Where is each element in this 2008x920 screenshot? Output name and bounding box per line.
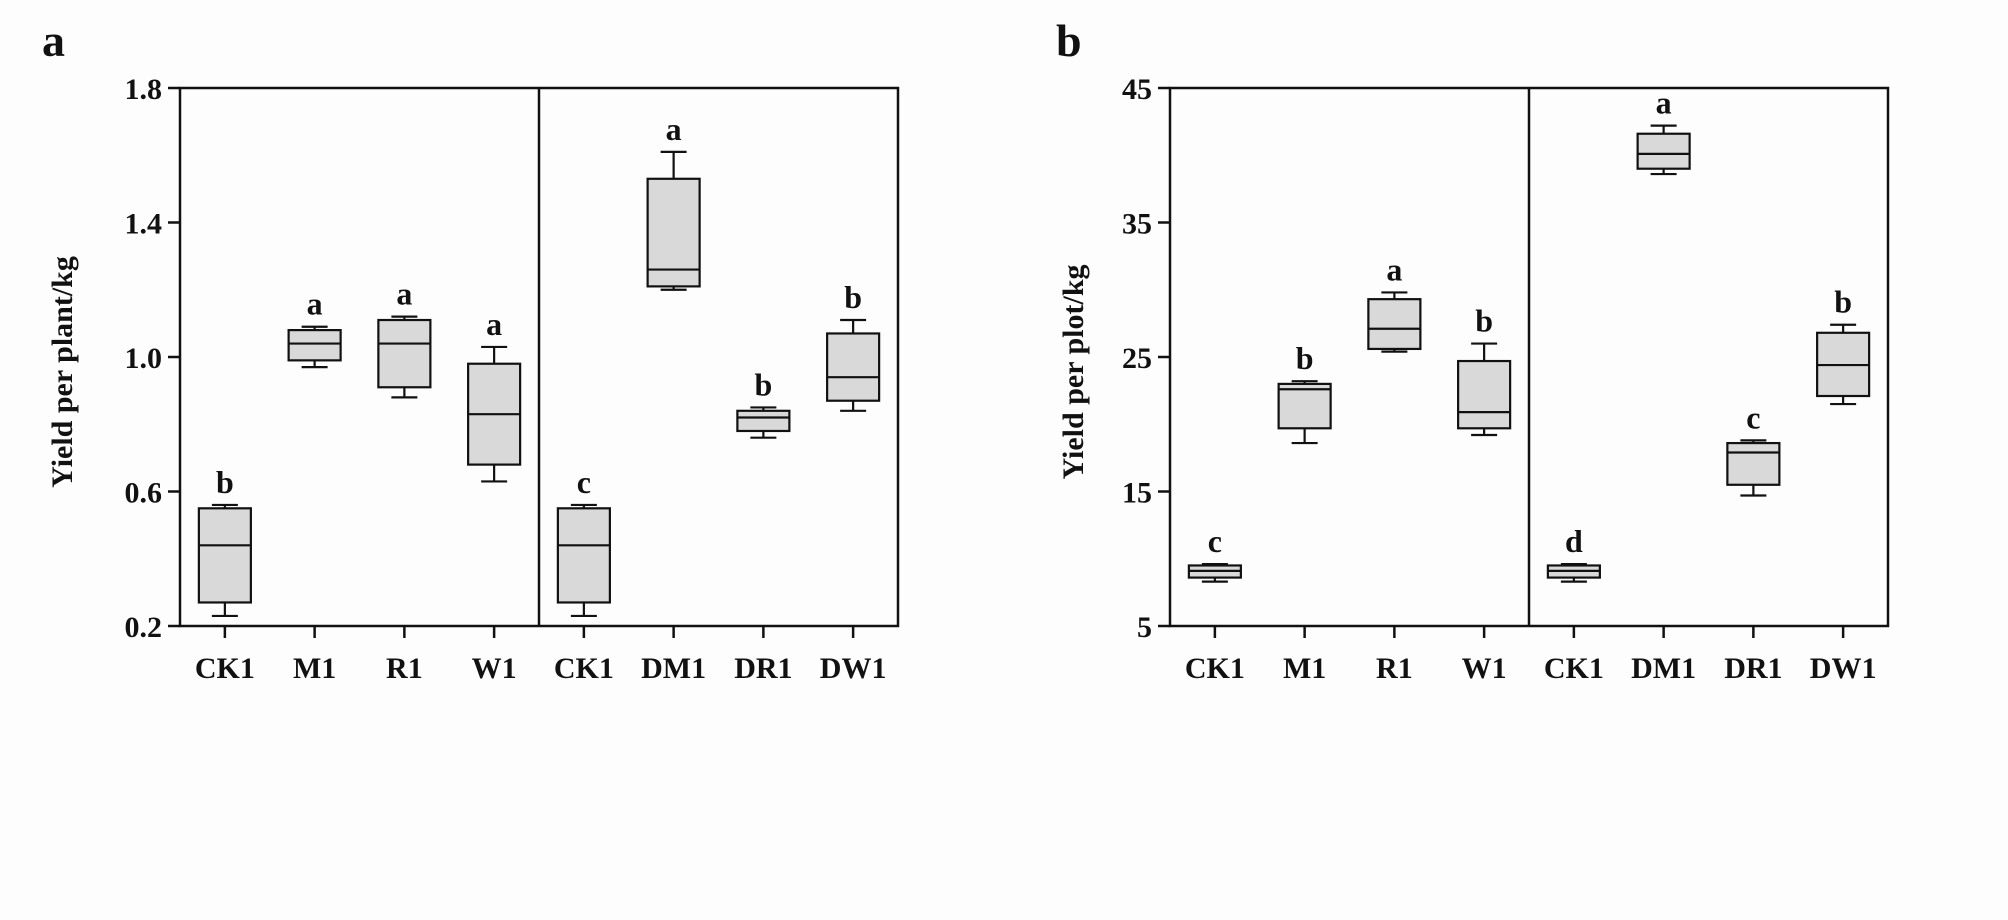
- significance-letter: a: [1656, 85, 1672, 121]
- x-category-label: CK1: [1185, 652, 1245, 685]
- x-category-label: R1: [1376, 652, 1413, 685]
- x-category-label: M1: [293, 652, 336, 685]
- significance-letter: a: [486, 306, 502, 342]
- significance-letter: b: [754, 366, 772, 402]
- significance-letter: b: [1475, 303, 1493, 339]
- x-category-label: DR1: [1724, 652, 1782, 685]
- x-category-label: DW1: [1810, 652, 1877, 685]
- box-ck1: [556, 507, 611, 604]
- x-category-label: W1: [1462, 652, 1507, 685]
- y-tick-label: 45: [1122, 73, 1152, 106]
- box-dr1: [736, 409, 791, 433]
- y-tick-label: 35: [1122, 208, 1152, 241]
- significance-letter: b: [1834, 284, 1852, 320]
- box-dw1: [826, 332, 881, 402]
- significance-letter: c: [1746, 399, 1760, 435]
- significance-letter: c: [1208, 523, 1222, 559]
- x-category-label: DR1: [734, 652, 792, 685]
- x-category-label: W1: [472, 652, 517, 685]
- box-r1: [1367, 298, 1422, 351]
- y-tick-label: 25: [1122, 342, 1152, 375]
- x-category-label: DM1: [641, 652, 706, 685]
- significance-letter: a: [1386, 251, 1402, 287]
- significance-letter: a: [666, 111, 682, 147]
- box-m1: [1277, 382, 1332, 430]
- y-tick-label: 1.4: [125, 208, 163, 241]
- significance-letter: c: [577, 464, 591, 500]
- panel-a: a Yield per plant/kg 0.2 0.6 1.0 1.4 1.8 CK1 b…: [42, 15, 900, 685]
- box-dm1: [1636, 132, 1691, 170]
- y-tick-label: 1.0: [125, 342, 163, 375]
- panel-a-y-axis-label: Yield per plant/kg: [46, 256, 79, 488]
- x-category-label: R1: [386, 652, 423, 685]
- significance-letter: d: [1565, 523, 1583, 559]
- panel-b-y-axis-label: Yield per plot/kg: [1057, 264, 1090, 479]
- box-r1: [377, 318, 432, 389]
- y-tick-label: 5: [1137, 611, 1152, 644]
- panel-a-letter: a: [42, 15, 65, 66]
- panel-a-marks: 0.2 0.6 1.0 1.4 1.8 CK1 b M1 a R1 a W1 a CK1 c DM1 a DR1 b…: [125, 73, 887, 685]
- x-category-label: DM1: [1631, 652, 1696, 685]
- panel-b-letter: b: [1056, 15, 1082, 66]
- box-m1: [287, 329, 342, 362]
- x-category-label: CK1: [554, 652, 614, 685]
- significance-letter: a: [396, 276, 412, 312]
- significance-letter: b: [216, 464, 234, 500]
- box-ck1: [197, 507, 252, 604]
- y-tick-label: 1.8: [125, 73, 163, 106]
- x-category-label: CK1: [1544, 652, 1604, 685]
- y-tick-label: 0.6: [125, 477, 163, 510]
- x-category-label: DW1: [820, 652, 887, 685]
- box-dr1: [1726, 441, 1781, 486]
- significance-letter: b: [844, 279, 862, 315]
- significance-letter: a: [307, 286, 323, 322]
- significance-letter: b: [1296, 340, 1314, 376]
- y-tick-label: 15: [1122, 477, 1152, 510]
- box-w1: [1457, 359, 1512, 430]
- x-category-label: M1: [1283, 652, 1326, 685]
- panel-b: b Yield per plot/kg 5 15 25 35 45 CK1 c M1 b R1 a W…: [1056, 15, 1890, 685]
- panel-b-marks: 5 15 25 35 45 CK1 c M1 b R1 a W1 b CK1 d DM1 a DR1 c DW1 b: [1122, 73, 1876, 685]
- x-category-label: CK1: [195, 652, 255, 685]
- y-tick-label: 0.2: [125, 611, 163, 644]
- box-dm1: [646, 177, 701, 288]
